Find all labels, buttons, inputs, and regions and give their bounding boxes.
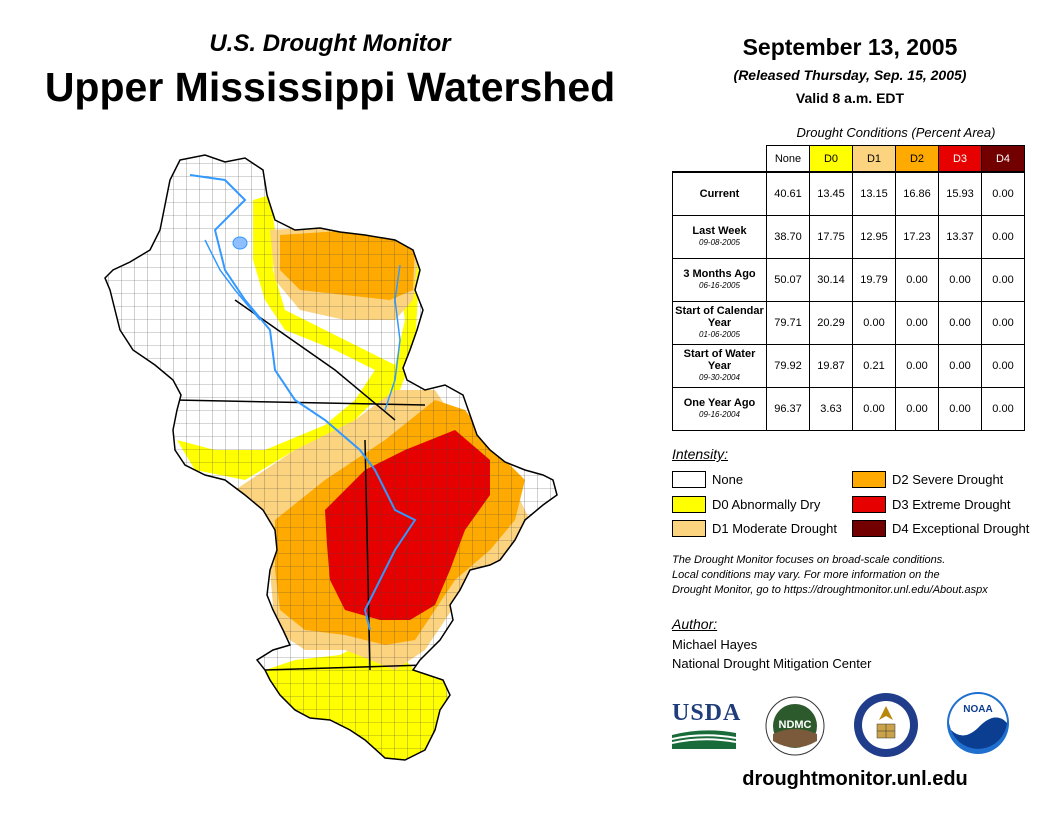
cell: 0.00 [981, 344, 1025, 388]
legend-swatch [852, 496, 886, 513]
col-d1: D1 [852, 145, 896, 173]
table-row: Current 40.61 13.45 13.15 16.86 15.93 0.… [672, 171, 1025, 216]
legend-item-none: None [672, 471, 743, 488]
cell: 19.87 [809, 344, 853, 388]
ndmc-logo-text: NDMC [779, 719, 812, 731]
valid-time: Valid 8 a.m. EDT [795, 90, 905, 106]
col-d4: D4 [981, 145, 1025, 173]
cell: 0.00 [981, 387, 1025, 431]
row-label: Start of Water Year 09-30-2004 [672, 344, 767, 388]
author-heading: Author: [672, 616, 718, 632]
cell: 50.07 [766, 258, 810, 302]
table-row: One Year Ago 09-16-2004 96.37 3.63 0.00 0… [672, 387, 1025, 431]
cell: 12.95 [852, 215, 896, 259]
cell: 0.00 [981, 215, 1025, 259]
map-title: Upper Mississippi Watershed [44, 64, 616, 110]
cell: 20.29 [809, 301, 853, 345]
cell: 79.92 [766, 344, 810, 388]
row-label: Current [672, 171, 767, 216]
cell: 0.00 [895, 258, 939, 302]
cell: 0.00 [981, 171, 1025, 216]
table-row: Start of Water Year 09-30-2004 79.92 19.8… [672, 344, 1025, 388]
cell: 13.37 [938, 215, 982, 259]
col-d3: D3 [938, 145, 982, 173]
noaa-logo: NOAA [947, 692, 1009, 754]
legend-label: D1 Moderate Drought [712, 521, 838, 536]
cell: 79.71 [766, 301, 810, 345]
legend-title: Intensity: [672, 446, 729, 462]
cell: 16.86 [895, 171, 939, 216]
author-name: Michael Hayes [672, 637, 758, 652]
cell: 19.79 [852, 258, 896, 302]
cell: 96.37 [766, 387, 810, 431]
col-none: None [766, 145, 810, 173]
cell: 0.00 [938, 387, 982, 431]
cell: 38.70 [766, 215, 810, 259]
usda-hills-icon [671, 730, 737, 749]
legend-item-d2: D2 Severe Drought [852, 471, 1003, 488]
usda-logo-text: USDA [672, 700, 742, 726]
release-date: (Released Thursday, Sep. 15, 2005) [733, 67, 967, 83]
cell: 3.63 [809, 387, 853, 431]
cell: 0.00 [938, 301, 982, 345]
cell: 0.00 [852, 387, 896, 431]
commerce-seal [854, 693, 918, 757]
cell: 30.14 [809, 258, 853, 302]
usda-logo: USDA [671, 700, 742, 750]
note-line: Drought Monitor, go to https://droughtmo… [672, 584, 988, 596]
legend-label: D0 Abnormally Dry [712, 497, 821, 512]
legend-label: D3 Extreme Drought [892, 497, 1011, 512]
noaa-logo-text: NOAA [963, 704, 992, 715]
cell: 15.93 [938, 171, 982, 216]
legend-label: D4 Exceptional Drought [892, 521, 1030, 536]
cell: 0.00 [981, 301, 1025, 345]
row-label: One Year Ago 09-16-2004 [672, 387, 767, 431]
row-label: 3 Months Ago 06-16-2005 [672, 258, 767, 302]
col-d2: D2 [895, 145, 939, 173]
legend-swatch [852, 471, 886, 488]
cell: 0.21 [852, 344, 896, 388]
table-row: 3 Months Ago 06-16-2005 50.07 30.14 19.79… [672, 258, 1025, 302]
legend-swatch [672, 471, 706, 488]
cell: 0.00 [895, 387, 939, 431]
col-d0: D0 [809, 145, 853, 173]
cell: 13.15 [852, 171, 896, 216]
disclaimer-note: The Drought Monitor focuses on broad-sca… [672, 553, 1042, 598]
legend-item-d4: D4 Exceptional Drought [852, 520, 1029, 537]
legend-item-d3: D3 Extreme Drought [852, 496, 1011, 513]
table-row: Last Week 09-08-2005 38.70 17.75 12.95 17… [672, 215, 1025, 259]
watershed-map [104, 154, 558, 761]
cell: 40.61 [766, 171, 810, 216]
map-subtitle: U.S. Drought Monitor [209, 30, 451, 57]
cell: 17.75 [809, 215, 853, 259]
website-link[interactable]: droughtmonitor.unl.edu [742, 768, 968, 790]
author-organization: National Drought Mitigation Center [672, 656, 872, 671]
legend-swatch [672, 520, 706, 537]
cell: 17.23 [895, 215, 939, 259]
cell: 13.45 [809, 171, 853, 216]
table-caption: Drought Conditions (Percent Area) [796, 125, 996, 140]
cell: 0.00 [895, 344, 939, 388]
note-line: The Drought Monitor focuses on broad-sca… [672, 554, 946, 566]
cell: 0.00 [981, 258, 1025, 302]
table-corner [673, 146, 767, 173]
legend-swatch [672, 496, 706, 513]
cell: 0.00 [938, 258, 982, 302]
map-date: September 13, 2005 [742, 34, 958, 60]
cell: 0.00 [938, 344, 982, 388]
legend-item-d0: D0 Abnormally Dry [672, 496, 820, 513]
legend-item-d1: D1 Moderate Drought [672, 520, 837, 537]
note-line: Local conditions may vary. For more info… [672, 569, 940, 581]
ndmc-logo: NDMC [765, 696, 825, 756]
cell: 0.00 [852, 301, 896, 345]
legend-label: D2 Severe Drought [892, 472, 1004, 487]
cell: 0.00 [895, 301, 939, 345]
row-label: Last Week 09-08-2005 [672, 215, 767, 259]
legend-swatch [852, 520, 886, 537]
drought-table: None D0 D1 D2 D3 D4 Current 40.61 13.45 … [672, 145, 1025, 431]
row-label: Start of Calendar Year 01-06-2005 [672, 301, 767, 345]
table-row: Start of Calendar Year 01-06-2005 79.71 2… [672, 301, 1025, 345]
legend-label: None [712, 472, 744, 487]
